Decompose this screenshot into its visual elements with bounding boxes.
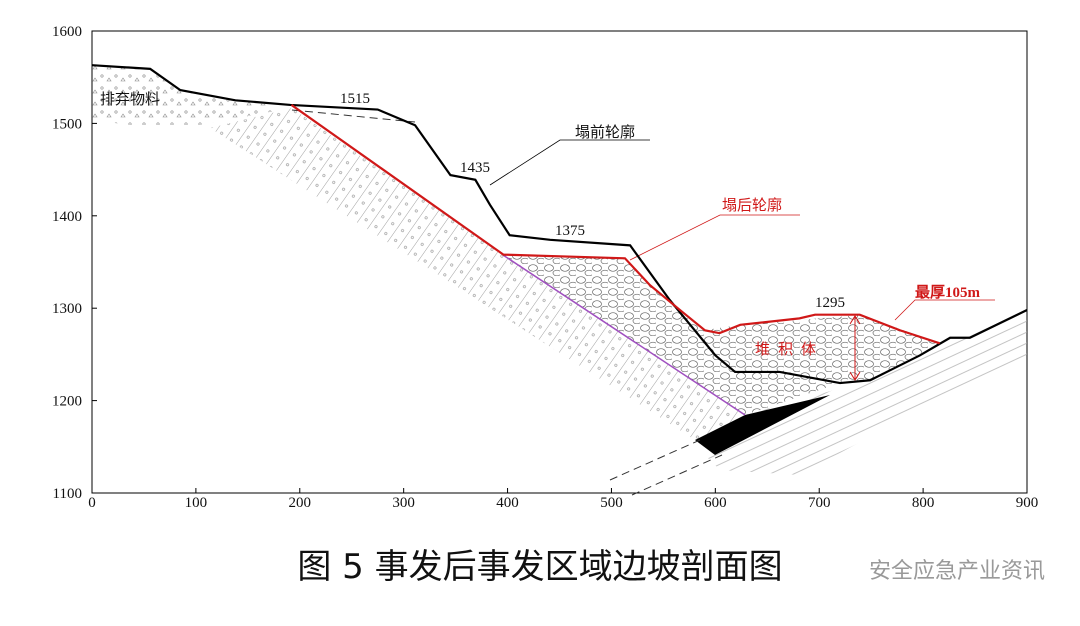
elev-label: 1295 [815,295,845,311]
label-after: 塌后轮廓 [722,197,782,214]
watermark: 安全应急产业资讯 [869,559,1045,584]
spoil-zone [92,65,292,125]
y-tick-label: 1400 [52,209,82,225]
elev-label: 1375 [555,223,585,239]
rock-zone [705,310,1027,475]
spoil-label: 排弃物料 [100,91,160,108]
profile-line [91,64,1028,385]
leader-thickness [894,299,995,321]
label-before: 塌前轮廓 [575,124,635,141]
caption: 图 5 事发后事发区域边坡剖面图 [297,547,782,587]
x-tick-label: 400 [496,495,519,511]
x-tick-label: 900 [1016,495,1039,511]
bedrock-zone [210,108,745,440]
x-tick-label: 500 [600,495,623,511]
profile-line [290,104,941,345]
leader-after [629,214,800,261]
plot-frame [91,30,1028,494]
deposit-zone [503,255,940,415]
y-tick-label: 1500 [52,116,82,132]
leader-before [489,139,650,186]
x-tick-label: 0 [88,495,96,511]
x-tick-label: 100 [185,495,208,511]
y-tick-label: 1600 [52,24,82,40]
x-tick-label: 700 [808,495,831,511]
thickness-label: 最厚105m [915,283,981,301]
x-tick-label: 600 [704,495,727,511]
y-tick-label: 1100 [53,486,82,502]
elev-label: 1515 [340,91,370,107]
dashed-lines [291,109,723,496]
y-tick-label: 1200 [52,394,82,410]
x-tick-label: 200 [289,495,312,511]
slip-surface [502,254,746,416]
thickness-arrow [849,315,861,381]
chart-layer: 0 100 200 300 400 500 600 700 800 900 1100 1200 1300… [52,24,1038,511]
x-tick-label: 800 [912,495,935,511]
deposit-label: 堆积体 [755,341,824,358]
x-tick-label: 300 [392,495,415,511]
y-tick-label: 1300 [52,301,82,317]
black-wedge [695,395,830,455]
elev-label: 1435 [460,160,490,176]
